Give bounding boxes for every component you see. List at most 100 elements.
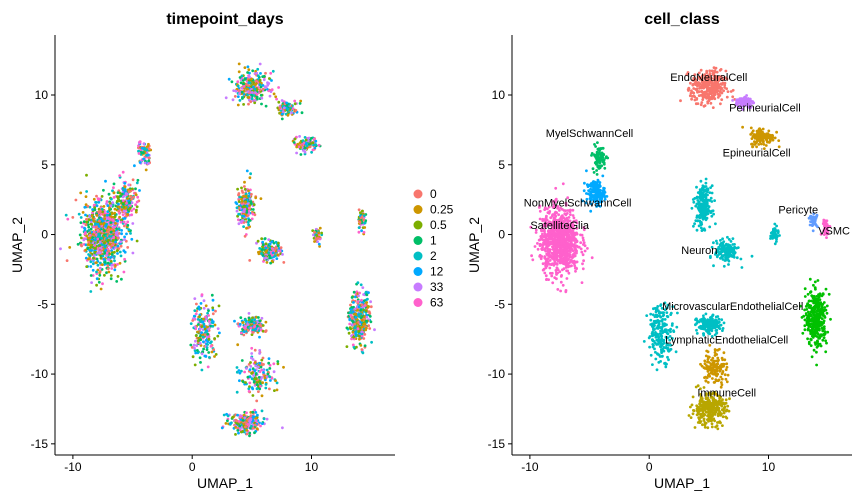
data-point xyxy=(255,71,259,75)
data-point xyxy=(124,239,128,243)
data-point xyxy=(362,230,366,234)
data-point xyxy=(566,257,570,261)
data-point xyxy=(260,394,264,398)
data-point xyxy=(249,326,253,330)
data-point xyxy=(92,197,96,201)
data-point xyxy=(86,223,90,227)
data-point xyxy=(548,240,552,244)
data-point xyxy=(362,337,366,340)
data-point xyxy=(553,276,557,279)
data-point xyxy=(247,78,251,82)
data-point xyxy=(248,381,252,385)
data-point xyxy=(84,195,88,199)
data-point xyxy=(530,254,533,258)
data-point xyxy=(252,81,256,84)
data-point xyxy=(110,249,113,252)
data-point xyxy=(729,90,733,93)
data-point xyxy=(271,69,275,73)
data-point xyxy=(117,202,120,206)
data-point xyxy=(123,224,126,228)
data-point xyxy=(559,242,563,246)
data-point xyxy=(317,143,321,147)
data-point xyxy=(123,257,126,261)
data-point xyxy=(130,213,134,217)
data-point xyxy=(245,87,249,91)
data-point xyxy=(255,427,259,431)
data-point xyxy=(123,250,127,254)
data-point xyxy=(80,244,83,248)
data-point xyxy=(217,304,221,308)
data-point xyxy=(351,320,355,324)
data-point xyxy=(594,194,598,198)
panel-1-x-tick-label: -10 xyxy=(64,460,82,474)
data-point xyxy=(246,323,250,326)
data-point xyxy=(97,200,101,204)
data-point xyxy=(116,236,120,240)
data-point xyxy=(553,256,557,260)
data-point xyxy=(593,180,597,184)
data-point xyxy=(358,313,361,316)
data-point xyxy=(131,222,135,225)
data-point xyxy=(91,217,95,221)
data-point xyxy=(210,350,214,354)
data-point xyxy=(109,230,113,234)
data-point xyxy=(242,330,246,334)
data-point xyxy=(202,317,205,321)
data-point xyxy=(746,99,750,102)
data-point xyxy=(286,113,290,117)
data-point xyxy=(208,356,211,359)
data-point xyxy=(357,230,361,234)
data-point xyxy=(142,151,145,155)
data-point xyxy=(366,305,370,309)
data-point xyxy=(564,258,567,261)
data-point xyxy=(258,88,262,92)
data-point xyxy=(131,251,135,255)
panel-1-points xyxy=(59,62,376,438)
data-point xyxy=(585,192,588,195)
data-point xyxy=(570,255,573,259)
data-point xyxy=(758,131,762,135)
data-point xyxy=(580,281,584,284)
data-point xyxy=(365,315,369,319)
data-point xyxy=(258,62,262,66)
data-point xyxy=(200,325,204,328)
data-point xyxy=(95,194,98,198)
data-point xyxy=(126,220,130,224)
data-point xyxy=(202,340,205,344)
data-point xyxy=(224,96,228,100)
data-point xyxy=(251,212,255,216)
data-point xyxy=(540,247,543,251)
data-point xyxy=(254,196,258,200)
data-point xyxy=(95,214,99,217)
data-point xyxy=(299,99,303,103)
data-point xyxy=(235,209,239,213)
data-point xyxy=(546,243,550,247)
data-point xyxy=(711,106,715,109)
data-point xyxy=(260,252,263,255)
data-point xyxy=(239,220,243,224)
data-point xyxy=(554,244,557,248)
data-point xyxy=(121,213,125,217)
data-point xyxy=(211,298,215,302)
data-point xyxy=(247,316,251,320)
data-point xyxy=(268,248,271,251)
data-point xyxy=(95,277,99,281)
data-point xyxy=(249,361,252,364)
data-point xyxy=(254,372,258,376)
data-point xyxy=(272,362,276,366)
data-point xyxy=(194,334,198,337)
data-point xyxy=(115,280,119,283)
data-point xyxy=(96,251,99,255)
data-point xyxy=(276,244,280,248)
data-point xyxy=(126,213,130,216)
data-point xyxy=(145,148,149,152)
data-point xyxy=(207,351,211,354)
data-point xyxy=(112,191,116,195)
data-point xyxy=(260,248,264,251)
data-point xyxy=(555,263,559,266)
data-point xyxy=(533,245,537,248)
data-point xyxy=(83,226,86,230)
data-point xyxy=(569,247,573,251)
data-point xyxy=(574,251,578,255)
data-point xyxy=(603,191,607,194)
